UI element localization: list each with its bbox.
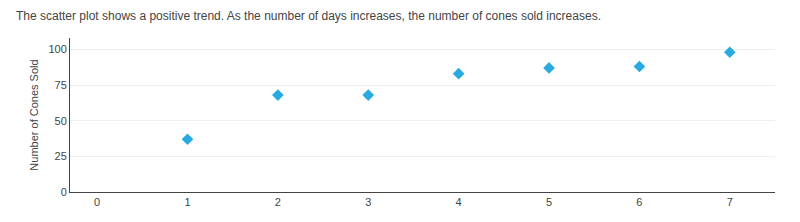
svg-text:75: 75: [55, 79, 67, 91]
svg-text:2: 2: [275, 196, 281, 208]
svg-text:4: 4: [456, 196, 462, 208]
svg-text:100: 100: [48, 43, 66, 55]
svg-text:1: 1: [184, 196, 190, 208]
svg-text:3: 3: [365, 196, 371, 208]
svg-text:The scatter plot shows a posit: The scatter plot shows a positive trend.…: [16, 9, 601, 23]
svg-text:0: 0: [61, 186, 67, 198]
svg-text:5: 5: [546, 196, 552, 208]
svg-text:7: 7: [727, 196, 733, 208]
svg-text:6: 6: [636, 196, 642, 208]
svg-text:50: 50: [55, 115, 67, 127]
svg-text:0: 0: [94, 196, 100, 208]
svg-text:Number of Cones Sold: Number of Cones Sold: [28, 59, 40, 170]
svg-text:25: 25: [55, 150, 67, 162]
